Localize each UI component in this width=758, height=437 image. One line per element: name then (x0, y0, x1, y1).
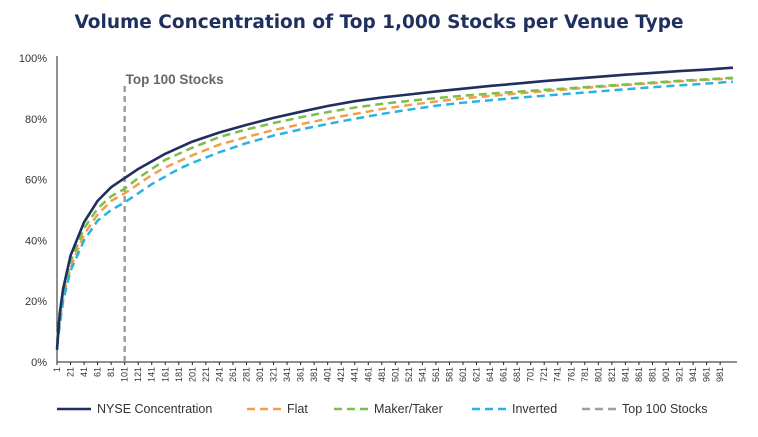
legend-label-inverted: Inverted (512, 402, 557, 416)
legend-label-maker-taker: Maker/Taker (374, 402, 443, 416)
x-tick-label: 21 (66, 367, 76, 377)
y-tick-label: 0% (31, 357, 47, 369)
y-tick-label: 20% (25, 296, 47, 308)
x-tick-label: 701 (526, 367, 536, 382)
x-tick-label: 541 (417, 367, 427, 382)
series-line-flat (55, 77, 734, 344)
x-tick-label: 421 (336, 367, 346, 382)
y-tick-label: 40% (25, 235, 47, 247)
x-tick-label: 641 (485, 367, 495, 382)
top-100-marker: Top 100 Stocks (123, 72, 224, 362)
x-tick-label: 721 (539, 367, 549, 382)
x-tick-label: 461 (363, 367, 373, 382)
top-100-marker-label: Top 100 Stocks (126, 72, 224, 87)
x-tick-label: 161 (160, 367, 170, 382)
x-tick-label: 261 (228, 367, 238, 382)
x-tick-label: 41 (79, 367, 89, 377)
y-tick-label: 60% (25, 175, 47, 187)
x-tick-label: 741 (553, 367, 563, 382)
x-tick-label: 181 (174, 367, 184, 382)
legend-label-top-100-stocks: Top 100 Stocks (622, 402, 707, 416)
x-axis-tick-labels: 1 21 41 61 81 101 121 141 161 181 201 221 241 261 281 3… (52, 362, 725, 382)
x-tick-label: 581 (444, 367, 454, 382)
x-tick-label: 761 (566, 367, 576, 382)
series-line-maker-taker (55, 76, 734, 341)
x-tick-label: 61 (93, 367, 103, 377)
chart-axes (56, 56, 737, 363)
x-tick-label: 921 (675, 367, 685, 382)
x-tick-label: 881 (647, 367, 657, 382)
x-tick-label: 501 (390, 367, 400, 382)
x-tick-label: 141 (147, 367, 157, 382)
x-tick-label: 961 (702, 367, 712, 382)
x-tick-label: 841 (620, 367, 630, 382)
x-tick-label: 301 (255, 367, 265, 382)
x-tick-label: 561 (431, 367, 441, 382)
x-tick-label: 361 (296, 367, 306, 382)
x-tick-label: 121 (133, 367, 143, 382)
x-tick-label: 381 (309, 367, 319, 382)
y-tick-label: 80% (25, 114, 47, 126)
legend-label-flat: Flat (287, 402, 308, 416)
x-tick-label: 681 (512, 367, 522, 382)
x-tick-label: 821 (607, 367, 617, 382)
chart-title: Volume Concentration of Top 1,000 Stocks… (74, 12, 684, 33)
x-tick-label: 221 (201, 367, 211, 382)
series-lines (55, 66, 734, 350)
series-line-inverted (55, 80, 734, 347)
series-line-nyse-concentration (55, 66, 734, 350)
y-axis-tick-labels: 0% 20% 40% 60% 80% 100% (19, 53, 47, 369)
x-tick-label: 281 (241, 367, 251, 382)
x-tick-label: 481 (377, 367, 387, 382)
x-tick-label: 241 (214, 367, 224, 382)
x-tick-label: 201 (187, 367, 197, 382)
x-tick-label: 521 (404, 367, 414, 382)
x-tick-label: 441 (350, 367, 360, 382)
x-tick-label: 401 (323, 367, 333, 382)
legend-label-nyse-concentration: NYSE Concentration (97, 402, 212, 416)
x-tick-label: 801 (593, 367, 603, 382)
x-tick-label: 621 (472, 367, 482, 382)
x-tick-label: 341 (282, 367, 292, 382)
x-tick-label: 101 (120, 367, 130, 382)
x-tick-label: 941 (688, 367, 698, 382)
x-tick-label: 781 (580, 367, 590, 382)
x-tick-label: 981 (715, 367, 725, 382)
x-tick-label: 1 (52, 367, 62, 372)
x-tick-label: 81 (106, 367, 116, 377)
x-tick-label: 661 (499, 367, 509, 382)
x-tick-label: 901 (661, 367, 671, 382)
legend: NYSE Concentration Flat Maker/Taker Inverte… (57, 402, 707, 416)
x-tick-label: 321 (269, 367, 279, 382)
x-tick-label: 861 (634, 367, 644, 382)
y-tick-label: 100% (19, 53, 47, 65)
x-tick-label: 601 (458, 367, 468, 382)
